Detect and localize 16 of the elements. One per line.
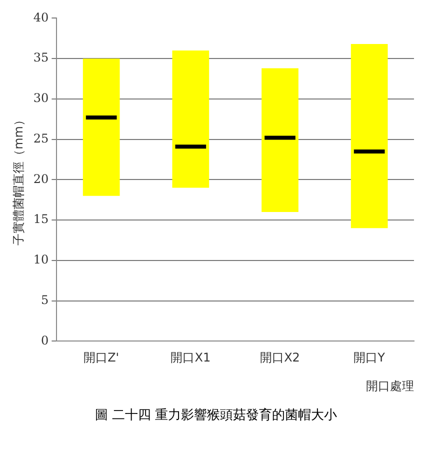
x-axis-title: 開口處理 bbox=[366, 378, 414, 393]
y-axis-title: 子實體菌帽直徑（mm） bbox=[11, 114, 26, 246]
text: 圖 二十四 重力影響猴頭菇發育的菌帽大小 bbox=[94, 406, 338, 424]
x-tick-label: 開口Y bbox=[354, 350, 386, 365]
y-tick-label: 0 bbox=[41, 333, 49, 348]
y-tick-label: 10 bbox=[33, 252, 49, 267]
y-tick-label: 15 bbox=[33, 212, 49, 226]
x-tick-label: 開口Z' bbox=[84, 350, 120, 365]
x-tick-label: 開口X2 bbox=[260, 350, 300, 365]
y-tick-label: 20 bbox=[33, 172, 49, 186]
y-tick-label: 35 bbox=[33, 50, 49, 65]
y-tick-label: 40 bbox=[33, 10, 49, 24]
y-tick-label: 25 bbox=[33, 131, 49, 146]
y-tick-label: 5 bbox=[41, 292, 49, 307]
y-tick-label: 30 bbox=[33, 91, 49, 106]
x-tick-label: 開口X1 bbox=[170, 350, 211, 365]
